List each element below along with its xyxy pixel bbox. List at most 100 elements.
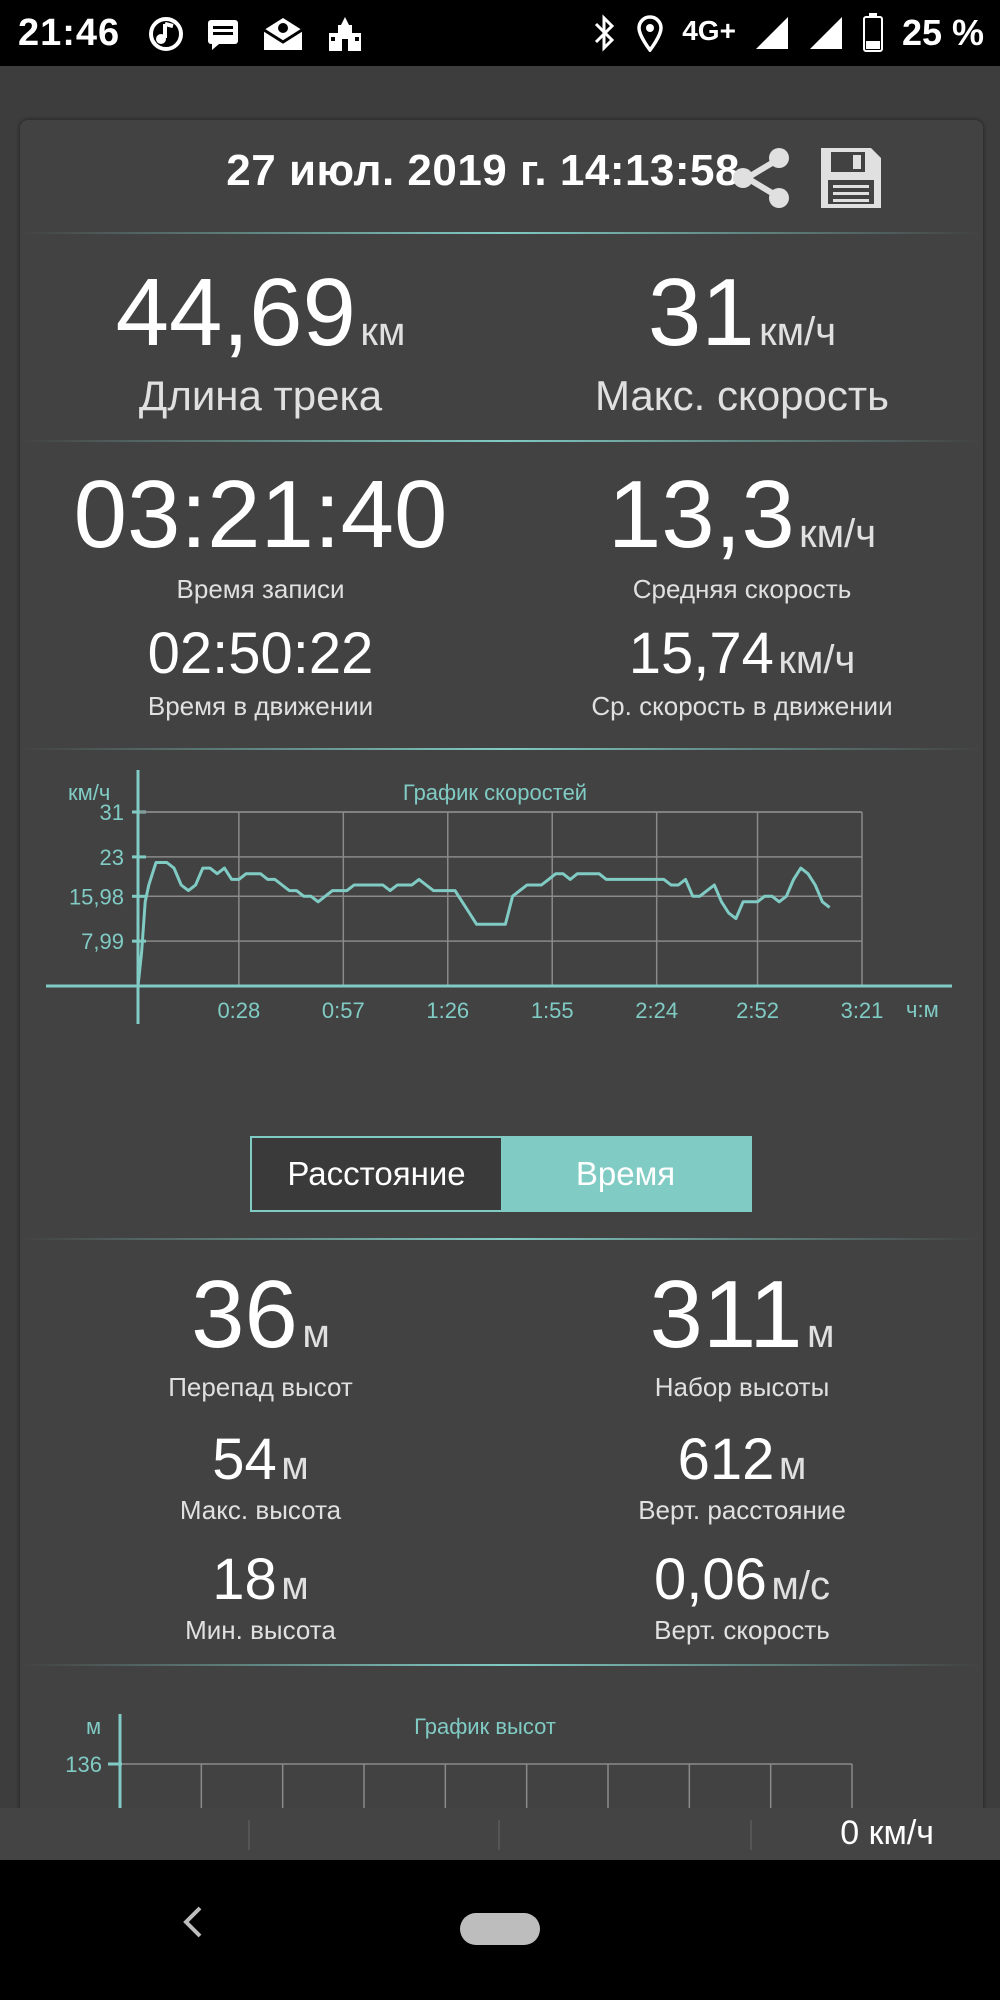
save-icon[interactable] (815, 142, 887, 214)
back-icon[interactable] (178, 1902, 208, 1942)
record-time-value: 03:21:40 (73, 461, 448, 568)
moving-time-stat: 02:50:22 Время в движении (20, 620, 501, 722)
speed-chart: График скоростей км/ч ч:м 31 23 15,98 7,99 0… (46, 770, 952, 1024)
avg-moving-speed-label: Ср. скорость в движении (591, 691, 893, 721)
status-bar: 21:46 (0, 0, 1000, 66)
avg-speed-label: Средняя скорость (632, 574, 852, 604)
elevation-y-unit: м (86, 1714, 101, 1739)
min-elevation-label: Мин. высота (185, 1615, 336, 1645)
max-elevation-unit: м (281, 1444, 309, 1488)
y-tick-label: 23 (100, 845, 124, 870)
x-tick-label: 2:52 (736, 998, 779, 1023)
vertical-distance-stat: 612 м Верт. расстояние (501, 1426, 983, 1526)
avg-speed-stat: 13,3 км/ч Средняя скорость (501, 460, 983, 605)
y-tick-label: 31 (100, 800, 124, 825)
max-speed-unit: км/ч (759, 310, 837, 354)
x-tick-label: 2:24 (635, 998, 678, 1023)
bottom-info-bar: 0 км/ч (0, 1808, 1000, 1860)
distance-value: 44,69 (115, 259, 356, 366)
building-icon (329, 17, 361, 51)
x-tick-label: 1:55 (531, 998, 574, 1023)
chart-title: График скоростей (403, 780, 587, 805)
distance-stat: 44,69 км Длина трека (20, 258, 501, 420)
avg-moving-speed-unit: км/ч (778, 638, 856, 682)
battery-icon (862, 13, 883, 52)
elevation-gain-unit: м (807, 1312, 835, 1356)
min-elevation-value: 18 (212, 1547, 277, 1612)
vertical-speed-label: Верт. скорость (654, 1615, 830, 1645)
elevation-y-tick: 136 (65, 1752, 102, 1777)
network-type: 4G+ (682, 15, 736, 46)
share-icon[interactable] (725, 142, 797, 214)
x-tick-label: 1:26 (426, 998, 469, 1023)
record-time-stat: 03:21:40 Время записи (20, 460, 501, 605)
elevation-chart: График высот м 136 (65, 1714, 853, 1860)
vertical-speed-value: 0,06 (654, 1547, 767, 1612)
distance-label: Длина трека (138, 372, 383, 419)
max-elevation-label: Макс. высота (179, 1495, 342, 1525)
time-toggle-button[interactable]: Время (501, 1138, 750, 1210)
elevation-chart-title: График высот (414, 1714, 556, 1739)
max-elevation-stat: 54 м Макс. высота (20, 1426, 501, 1526)
current-speed: 0 км/ч (840, 1814, 934, 1852)
vertical-speed-stat: 0,06 м/с Верт. скорость (501, 1546, 983, 1646)
message-icon (208, 20, 238, 50)
divider (20, 232, 983, 234)
moving-time-value: 02:50:22 (147, 621, 374, 686)
elevation-diff-unit: м (302, 1312, 330, 1356)
divider (20, 748, 983, 750)
y-axis-unit: км/ч (68, 780, 110, 805)
moving-time-label: Время в движении (147, 691, 374, 721)
elevation-diff-label: Перепад высот (168, 1372, 353, 1402)
min-elevation-stat: 18 м Мин. высота (20, 1546, 501, 1646)
chart-grid (132, 810, 863, 986)
divider (20, 1238, 983, 1240)
avg-speed-value: 13,3 (607, 461, 795, 568)
speed-series-line (136, 861, 831, 987)
min-elevation-unit: м (281, 1564, 309, 1608)
wifi-icon (809, 17, 842, 49)
status-time: 21:46 (18, 12, 121, 54)
bottom-bar-separator (750, 1820, 752, 1850)
divider (20, 1664, 983, 1666)
chart-mode-toggle: Расстояние Время (250, 1136, 752, 1212)
mail-icon (263, 18, 303, 50)
system-nav-bar (0, 1860, 1000, 2000)
avg-moving-speed-stat: 15,74 км/ч Ср. скорость в движении (501, 620, 983, 722)
track-stats-card: 27 июл. 2019 г. 14:13:58 44,69 км Длина … (20, 120, 983, 1860)
bottom-bar-separator (498, 1820, 500, 1850)
signal-icon (755, 17, 788, 49)
elevation-gain-value: 311 (649, 1261, 803, 1368)
elevation-diff-stat: 36 м Перепад высот (20, 1260, 501, 1403)
home-button[interactable] (460, 1913, 540, 1945)
y-tick-label: 15,98 (69, 884, 124, 909)
x-tick-label: 3:21 (841, 998, 884, 1023)
location-icon (637, 15, 663, 52)
app-area: 27 июл. 2019 г. 14:13:58 44,69 км Длина … (0, 66, 1000, 1860)
avg-speed-unit: км/ч (799, 512, 877, 556)
vertical-speed-unit: м/с (771, 1564, 830, 1608)
max-speed-value: 31 (647, 259, 755, 366)
divider (20, 440, 983, 442)
y-tick-label: 7,99 (81, 929, 124, 954)
distance-unit: км (360, 310, 406, 354)
chart-tick-labels: 31 23 15,98 7,99 0:28 0:57 1:26 1:55 2:24 2:52 3:2… (69, 800, 883, 1023)
vertical-distance-unit: м (778, 1444, 807, 1488)
max-speed-label: Макс. скорость (594, 372, 890, 419)
music-note-icon (149, 17, 183, 51)
max-speed-stat: 31 км/ч Макс. скорость (501, 258, 983, 420)
max-elevation-value: 54 (212, 1427, 277, 1492)
distance-toggle-button[interactable]: Расстояние (252, 1138, 501, 1210)
x-tick-label: 0:28 (217, 998, 260, 1023)
status-left-icons (148, 14, 364, 54)
vertical-distance-value: 612 (677, 1427, 775, 1492)
bluetooth-icon (595, 14, 615, 52)
track-date: 27 июл. 2019 г. 14:13:58 (226, 146, 740, 195)
status-right: 4G+ 25 % (592, 12, 984, 54)
avg-moving-speed-value: 15,74 (628, 621, 774, 686)
record-time-label: Время записи (176, 574, 345, 604)
x-tick-label: 0:57 (322, 998, 365, 1023)
elevation-gain-stat: 311 м Набор высоты (501, 1260, 983, 1403)
battery-percent: 25 % (901, 12, 984, 53)
x-axis-unit: ч:м (906, 997, 939, 1022)
